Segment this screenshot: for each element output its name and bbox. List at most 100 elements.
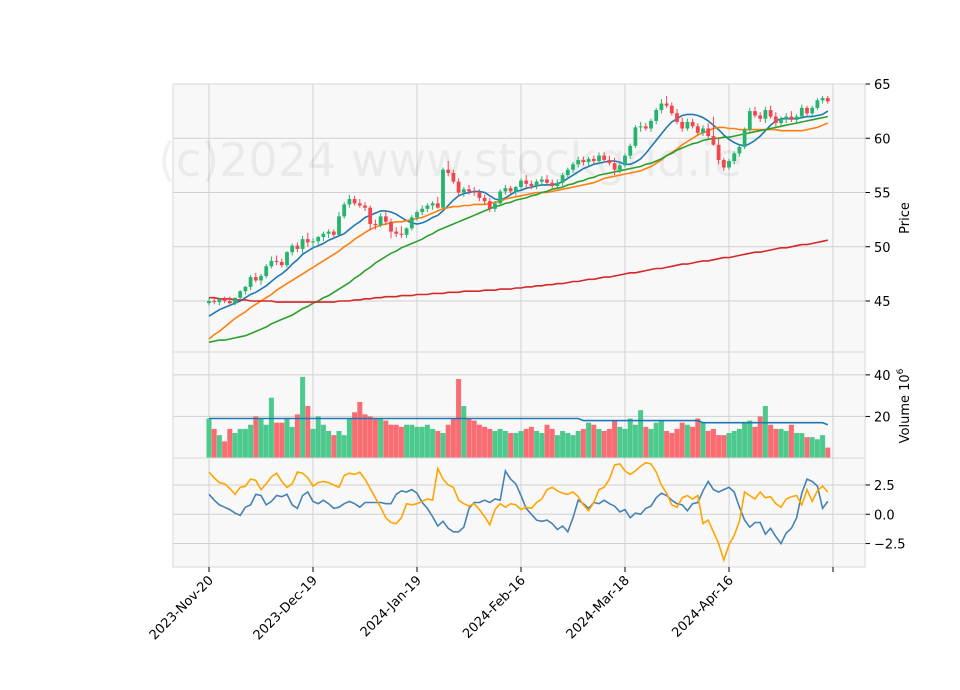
candle-up xyxy=(727,161,731,168)
candle-up xyxy=(732,153,737,162)
candle-up xyxy=(649,120,653,129)
volume-bar xyxy=(315,416,321,458)
volume-bar xyxy=(440,433,446,458)
volume-bar xyxy=(445,424,451,458)
candle-down xyxy=(451,172,456,182)
candle-up xyxy=(285,252,289,266)
volume-bar xyxy=(549,428,555,458)
candle-down xyxy=(331,231,336,235)
x-tick-label: 2024-Mar-18 xyxy=(564,573,633,642)
candle-up xyxy=(597,155,601,162)
price-tick-label: 50 xyxy=(874,241,891,256)
volume-bar xyxy=(279,422,285,458)
candle-up xyxy=(799,107,804,117)
volume-bar xyxy=(523,428,529,458)
volume-bar xyxy=(643,426,649,458)
candle-up xyxy=(701,128,705,133)
candle-down xyxy=(305,239,310,243)
volume-bar xyxy=(814,439,820,458)
volume-bar xyxy=(710,428,716,458)
moving-average-line xyxy=(208,122,829,340)
volume-average-line xyxy=(209,417,829,426)
candle-up xyxy=(238,291,243,298)
volume-bar xyxy=(601,430,607,458)
candle-down xyxy=(487,201,492,209)
volume-bar xyxy=(768,424,774,458)
candle-down xyxy=(669,105,674,114)
candle-down xyxy=(675,113,679,122)
volume-bar xyxy=(466,418,472,458)
volume-bar xyxy=(674,428,680,458)
candle-up xyxy=(565,169,570,176)
volume-bar xyxy=(622,428,628,458)
candle-down xyxy=(482,197,487,202)
volume-bar xyxy=(518,430,524,458)
candle-down xyxy=(529,183,534,186)
volume-bar xyxy=(690,426,696,458)
volume-bar xyxy=(825,447,831,458)
candle-down xyxy=(695,126,700,133)
candle-up xyxy=(337,216,341,235)
volume-bar xyxy=(492,430,498,458)
candle-down xyxy=(357,203,362,206)
volume-bar xyxy=(502,430,508,458)
candle-up xyxy=(409,217,414,229)
volume-bar xyxy=(357,401,363,458)
volume-bar xyxy=(679,422,685,458)
volume-bar xyxy=(310,428,316,458)
candle-up xyxy=(638,126,643,128)
candle-up xyxy=(425,205,430,209)
volume-bar xyxy=(773,428,779,458)
volume-bar xyxy=(757,416,763,458)
candle-up xyxy=(810,107,815,114)
volume-bar xyxy=(726,433,732,458)
volume-bar xyxy=(575,430,581,458)
volume-bar xyxy=(336,430,342,458)
candle-down xyxy=(435,203,440,208)
candle-up xyxy=(571,164,575,170)
volume-bar xyxy=(528,426,534,458)
volume-bar xyxy=(435,430,441,458)
volume-bar xyxy=(606,428,612,458)
volume-bar xyxy=(716,435,722,458)
volume-axis-title: Volume 106 xyxy=(896,368,913,443)
volume-bar xyxy=(591,424,597,458)
oscillator-panel: −2.5 0.0 2.5 xyxy=(172,457,906,568)
candle-up xyxy=(503,188,508,192)
volume-bar xyxy=(565,433,571,458)
volume-bar xyxy=(736,428,742,458)
volume-bar xyxy=(216,435,222,458)
candle-up xyxy=(815,100,820,108)
candle-up xyxy=(742,129,747,147)
candle-up xyxy=(555,182,560,186)
volume-bar xyxy=(346,418,352,458)
candle-down xyxy=(690,121,695,127)
oscillator-line xyxy=(208,468,829,546)
price-panel: 45 50 55 60 65 (c)2024 www.stockgrid.ie Price xyxy=(158,78,913,353)
candle-up xyxy=(420,208,425,213)
candle-up xyxy=(217,298,222,303)
volume-bar xyxy=(211,428,217,458)
volume-bar xyxy=(539,433,545,458)
candle-up xyxy=(233,297,237,304)
candle-down xyxy=(805,107,809,114)
volume-bar xyxy=(388,424,394,458)
watermark: (c)2024 www.stockgrid.ie xyxy=(158,133,742,187)
candle-up xyxy=(207,301,211,304)
candle-down xyxy=(212,301,217,303)
candle-down xyxy=(716,144,721,160)
volume-bar xyxy=(284,418,290,458)
volume-bar xyxy=(419,426,425,458)
candle-up xyxy=(326,231,331,234)
volume-bar xyxy=(534,430,540,458)
volume-bar xyxy=(684,424,690,458)
candle-down xyxy=(680,121,685,129)
volume-bar xyxy=(648,428,654,458)
candle-up xyxy=(321,233,326,237)
candle-down xyxy=(279,261,284,266)
panel-frame xyxy=(172,457,866,568)
candle-down xyxy=(477,192,482,198)
volume-bar xyxy=(778,428,784,458)
volume-bar xyxy=(341,435,347,458)
candle-down xyxy=(472,191,477,193)
